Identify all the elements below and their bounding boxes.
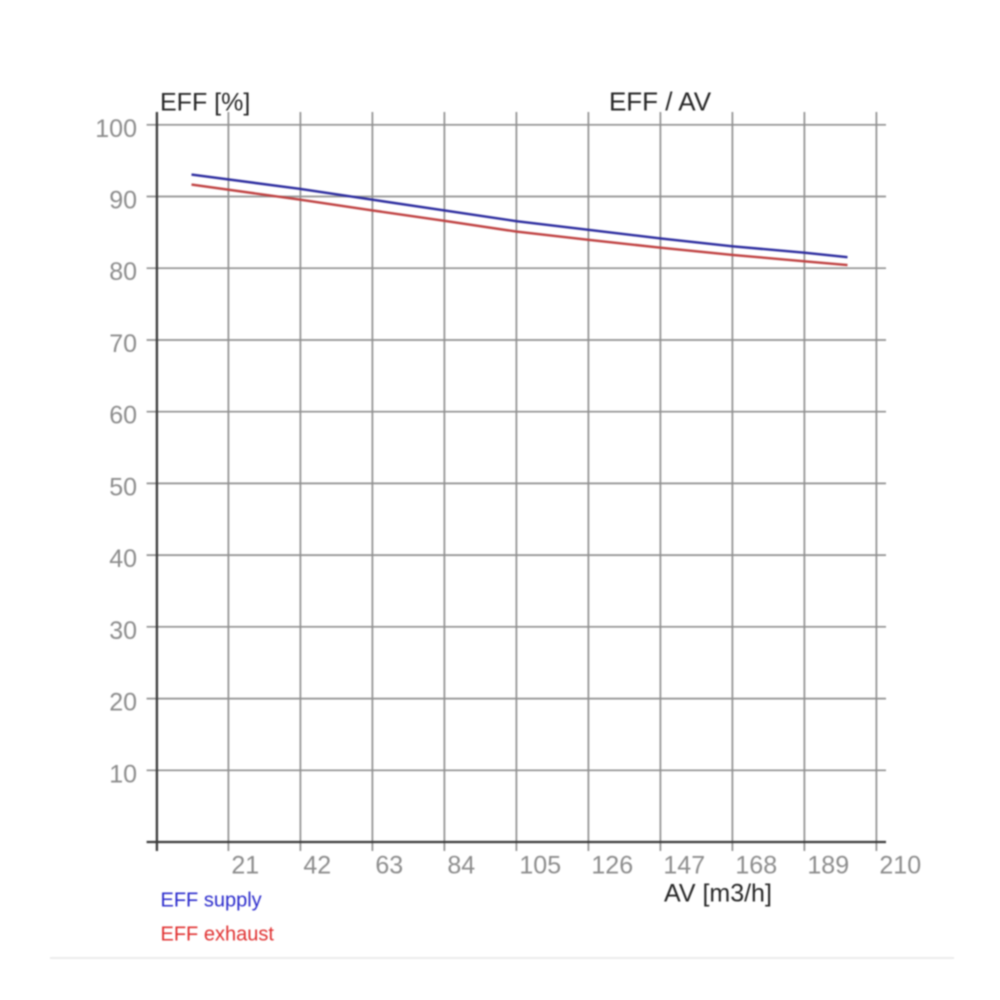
svg-text:84: 84 — [447, 852, 475, 880]
svg-text:60: 60 — [109, 402, 137, 430]
svg-text:70: 70 — [109, 330, 137, 358]
svg-text:80: 80 — [109, 258, 137, 286]
svg-text:EFF [%]: EFF [%] — [160, 89, 250, 117]
svg-text:50: 50 — [109, 473, 137, 501]
svg-text:90: 90 — [109, 187, 137, 215]
svg-text:40: 40 — [109, 545, 137, 573]
svg-text:189: 189 — [807, 852, 849, 880]
svg-text:EFF supply: EFF supply — [161, 890, 262, 912]
svg-text:42: 42 — [303, 852, 331, 880]
svg-text:20: 20 — [109, 689, 137, 717]
svg-text:105: 105 — [519, 852, 561, 880]
svg-text:EFF exhaust: EFF exhaust — [161, 924, 275, 946]
svg-text:100: 100 — [95, 115, 137, 143]
svg-text:126: 126 — [591, 852, 633, 880]
svg-text:30: 30 — [109, 617, 137, 645]
svg-text:10: 10 — [109, 760, 137, 788]
svg-text:168: 168 — [735, 852, 777, 880]
svg-text:63: 63 — [375, 852, 403, 880]
svg-text:147: 147 — [663, 852, 705, 880]
svg-text:AV [m3/h]: AV [m3/h] — [664, 880, 772, 908]
svg-text:EFF / AV: EFF / AV — [609, 87, 712, 117]
svg-text:21: 21 — [231, 852, 259, 880]
svg-text:210: 210 — [879, 852, 921, 880]
